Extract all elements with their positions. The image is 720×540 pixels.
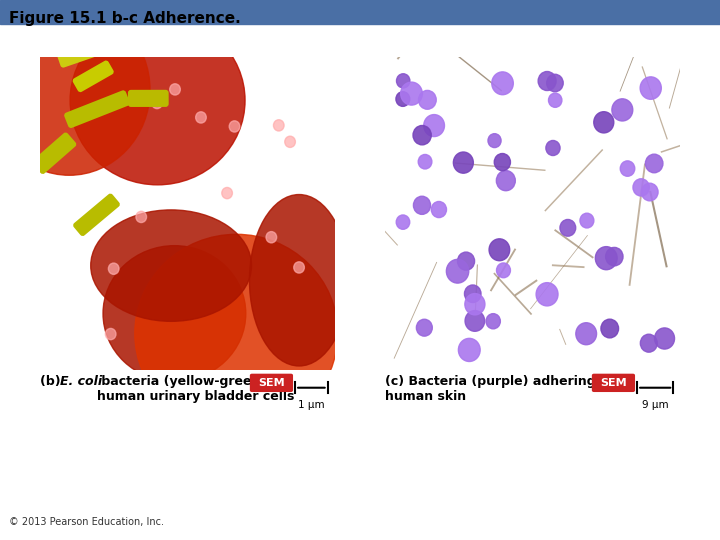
- Circle shape: [612, 99, 633, 121]
- Ellipse shape: [0, 5, 150, 176]
- Circle shape: [109, 263, 119, 274]
- Circle shape: [105, 328, 116, 340]
- Circle shape: [576, 323, 597, 345]
- Circle shape: [424, 114, 444, 137]
- Ellipse shape: [249, 194, 348, 366]
- Circle shape: [454, 152, 473, 173]
- Circle shape: [170, 84, 180, 95]
- Circle shape: [457, 252, 474, 270]
- Circle shape: [418, 154, 432, 169]
- Circle shape: [489, 239, 510, 261]
- Circle shape: [494, 153, 510, 171]
- Text: (c) Bacteria (purple) adhering to
human skin: (c) Bacteria (purple) adhering to human …: [385, 375, 615, 403]
- Circle shape: [465, 310, 485, 332]
- Ellipse shape: [135, 234, 338, 433]
- Circle shape: [546, 75, 563, 92]
- Circle shape: [645, 154, 663, 173]
- Circle shape: [431, 201, 446, 218]
- Circle shape: [640, 77, 662, 99]
- FancyBboxPatch shape: [73, 193, 120, 236]
- Text: 1 μm: 1 μm: [298, 400, 325, 410]
- FancyBboxPatch shape: [0, 125, 1, 154]
- Circle shape: [418, 90, 436, 109]
- FancyBboxPatch shape: [592, 374, 635, 392]
- Circle shape: [413, 196, 431, 214]
- Circle shape: [546, 140, 560, 156]
- Circle shape: [642, 183, 658, 201]
- Circle shape: [152, 97, 162, 109]
- Circle shape: [633, 179, 649, 196]
- Text: © 2013 Pearson Education, Inc.: © 2013 Pearson Education, Inc.: [9, 516, 163, 526]
- Circle shape: [396, 92, 410, 106]
- Circle shape: [580, 213, 594, 228]
- Ellipse shape: [103, 246, 246, 381]
- Circle shape: [654, 328, 675, 349]
- Circle shape: [488, 134, 501, 147]
- Circle shape: [136, 211, 147, 222]
- Circle shape: [413, 125, 431, 145]
- Circle shape: [196, 112, 207, 123]
- Circle shape: [538, 71, 556, 91]
- Circle shape: [640, 334, 657, 352]
- Circle shape: [486, 314, 500, 329]
- Circle shape: [459, 339, 480, 361]
- FancyBboxPatch shape: [128, 90, 168, 107]
- Circle shape: [397, 74, 410, 88]
- Circle shape: [496, 171, 516, 191]
- Circle shape: [465, 294, 485, 315]
- FancyBboxPatch shape: [57, 37, 113, 68]
- Circle shape: [222, 187, 233, 199]
- Circle shape: [620, 161, 635, 176]
- Circle shape: [400, 82, 423, 105]
- Circle shape: [446, 259, 469, 283]
- Circle shape: [549, 93, 562, 107]
- Text: SEM: SEM: [258, 378, 284, 388]
- Bar: [0, 0, 720, 24]
- Text: bacteria (yellow-green) on
human urinary bladder cells: bacteria (yellow-green) on human urinary…: [97, 375, 294, 403]
- Circle shape: [536, 282, 558, 306]
- Circle shape: [492, 72, 513, 94]
- FancyBboxPatch shape: [73, 60, 114, 92]
- FancyBboxPatch shape: [250, 374, 293, 392]
- FancyBboxPatch shape: [32, 132, 76, 174]
- FancyBboxPatch shape: [122, 0, 186, 28]
- Circle shape: [601, 319, 618, 338]
- Circle shape: [595, 247, 617, 269]
- Circle shape: [294, 262, 305, 273]
- Circle shape: [497, 263, 510, 278]
- Circle shape: [560, 219, 576, 236]
- Text: SEM: SEM: [600, 378, 626, 388]
- Text: 9 μm: 9 μm: [642, 400, 668, 410]
- Ellipse shape: [70, 16, 245, 185]
- Circle shape: [464, 285, 481, 302]
- Circle shape: [396, 215, 410, 230]
- Ellipse shape: [91, 210, 251, 321]
- Circle shape: [266, 232, 276, 243]
- Circle shape: [274, 120, 284, 131]
- Text: Figure 15.1 b-c Adherence.: Figure 15.1 b-c Adherence.: [9, 11, 240, 26]
- Circle shape: [594, 112, 613, 133]
- Circle shape: [416, 319, 432, 336]
- Circle shape: [606, 247, 623, 266]
- Circle shape: [229, 121, 240, 132]
- Circle shape: [285, 136, 295, 147]
- FancyBboxPatch shape: [64, 90, 130, 128]
- Text: (b): (b): [40, 375, 65, 388]
- Text: E. coli: E. coli: [60, 375, 102, 388]
